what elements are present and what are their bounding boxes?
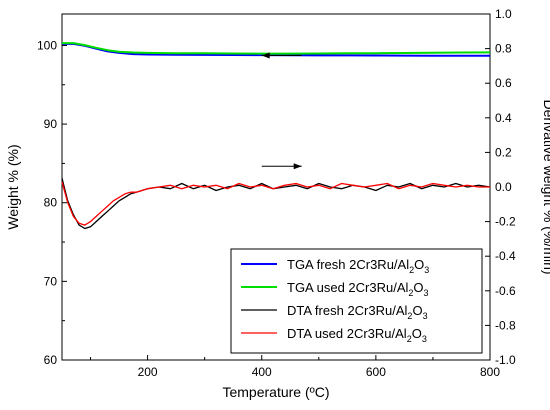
x-tick-label: 600 [366, 365, 386, 379]
annotation-arrow-head [261, 52, 270, 59]
right-y-tick-label: -1.0 [495, 353, 516, 367]
right-y-tick-label: 0.8 [495, 42, 512, 56]
legend-label: DTA used 2Cr3Ru/Al2O3 [287, 326, 427, 344]
right-y-tick-label: 0.4 [495, 111, 512, 125]
series-line-4 [61, 181, 490, 226]
left-y-tick-label: 70 [44, 274, 58, 288]
left-y-tick-label: 60 [44, 353, 58, 367]
x-axis-label: Temperature (ºC) [222, 384, 329, 400]
right-y-tick-label: -0.8 [495, 318, 516, 332]
legend-label: DTA fresh 2Cr3Ru/Al2O3 [287, 303, 428, 321]
x-tick-label: 800 [480, 365, 500, 379]
x-tick-label: 200 [138, 365, 158, 379]
right-y-tick-label: 0.0 [495, 180, 512, 194]
legend-label: TGA fresh 2Cr3Ru/Al2O3 [287, 257, 429, 275]
left-y-tick-label: 80 [44, 196, 58, 210]
legend-label: TGA used 2Cr3Ru/Al2O3 [287, 280, 429, 298]
right-y-axis-ticks: -1.0 -0.8 -0.6 -0.4 -0.2 0.0 0.2 0.4 0.6 0.8 1.0 [485, 7, 516, 367]
left-y-tick-label: 90 [44, 117, 58, 131]
annotation-layer [261, 52, 302, 170]
right-y-tick-label: -0.2 [495, 215, 516, 229]
right-y-tick-label: 1.0 [495, 7, 512, 21]
legend: TGA fresh 2Cr3Ru/Al2O3 TGA used 2Cr3Ru/Al… [230, 248, 483, 354]
x-axis-ticks: 200 400 600 800 [90, 355, 500, 379]
left-y-axis-ticks: 60 70 80 90 100 [37, 38, 67, 367]
series-layer [61, 42, 491, 230]
right-y-tick-label: 0.2 [495, 145, 512, 159]
legend-items: TGA fresh 2Cr3Ru/Al2O3 TGA used 2Cr3Ru/Al… [241, 257, 429, 344]
right-y-axis-label: Derivative weight % (%/min) [541, 99, 550, 274]
right-y-tick-label: -0.4 [495, 249, 516, 263]
plot-area: 200 400 600 800 60 70 80 90 100 -1.0 -0.8 -0.6 -0.… [37, 7, 516, 379]
right-y-tick-label: 0.6 [495, 76, 512, 90]
left-y-tick-label: 100 [37, 38, 57, 52]
series-line-2 [62, 42, 491, 55]
left-y-axis-label: Weight % (%) [5, 144, 21, 229]
annotation-arrow-head [293, 163, 302, 170]
right-y-tick-label: -0.6 [495, 284, 516, 298]
legend-box [230, 248, 483, 354]
x-tick-label: 400 [252, 365, 272, 379]
